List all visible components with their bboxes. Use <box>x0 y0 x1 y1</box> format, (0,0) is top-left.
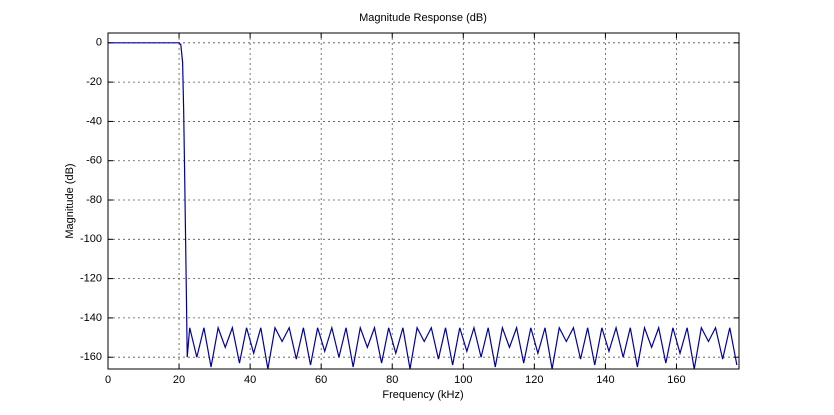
y-tick-label: -140 <box>80 312 102 324</box>
y-tick-label: -80 <box>86 194 102 206</box>
y-tick-label: -100 <box>80 233 102 245</box>
x-tick-label: 100 <box>454 374 472 386</box>
x-tick-label: 40 <box>244 374 256 386</box>
y-tick-label: -20 <box>86 76 102 88</box>
x-tick-label: 140 <box>596 374 614 386</box>
x-tick-label: 160 <box>667 374 685 386</box>
x-tick-label: 120 <box>525 374 543 386</box>
y-axis-label: Magnitude (dB) <box>64 163 76 238</box>
y-tick-label: -60 <box>86 155 102 167</box>
chart-title: Magnitude Response (dB) <box>359 12 487 24</box>
plot-frame <box>107 32 740 370</box>
y-tick-label: -120 <box>80 273 102 285</box>
x-tick-label: 80 <box>386 374 398 386</box>
y-tick-label: 0 <box>96 37 102 49</box>
x-tick-label: 0 <box>105 374 111 386</box>
y-tick-label: -40 <box>86 115 102 127</box>
y-tick-label: -160 <box>80 351 102 363</box>
plot-area <box>108 33 739 369</box>
x-tick-label: 20 <box>173 374 185 386</box>
response-line <box>108 42 738 369</box>
x-tick-label: 60 <box>315 374 327 386</box>
x-axis-label: Frequency (kHz) <box>382 389 463 401</box>
